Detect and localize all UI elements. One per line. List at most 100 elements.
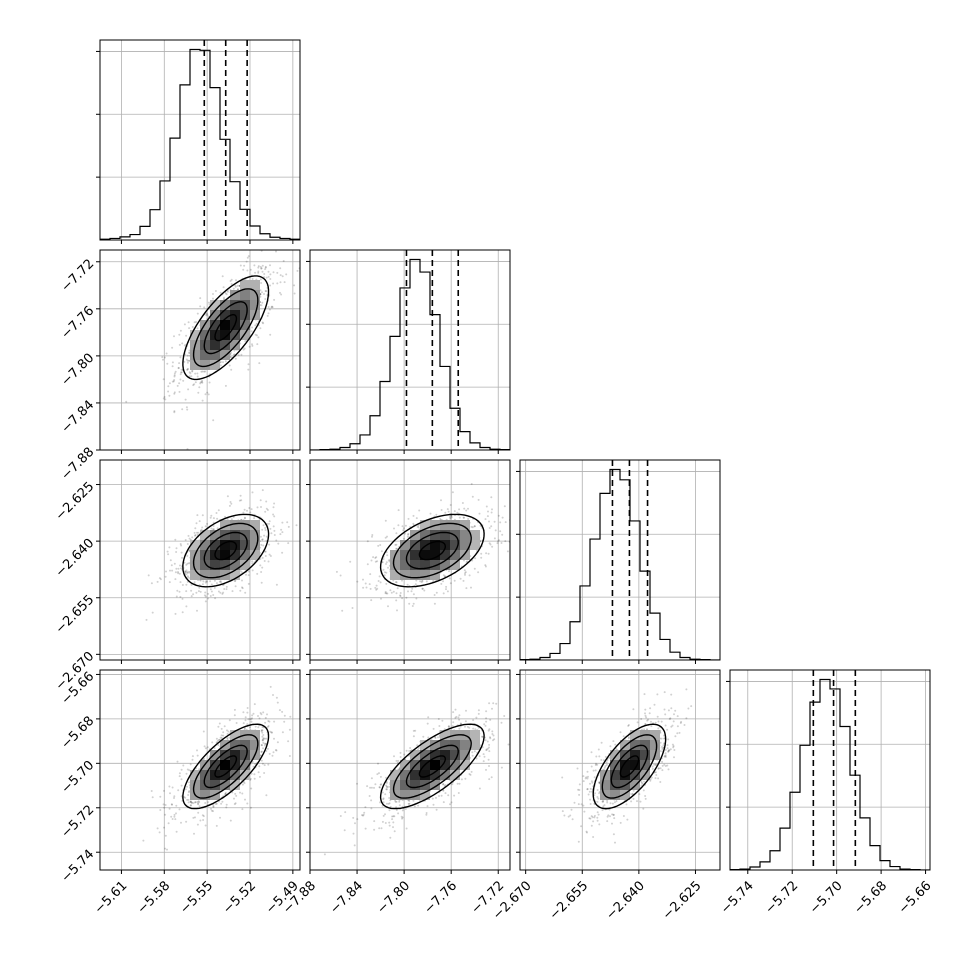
- sample-point: [399, 595, 402, 598]
- density-cell: [220, 300, 230, 310]
- sample-point: [241, 783, 244, 786]
- sample-point: [198, 586, 201, 589]
- sample-point: [217, 744, 220, 747]
- sample-point: [450, 516, 453, 519]
- sample-point: [219, 816, 221, 819]
- density-cell: [210, 350, 220, 360]
- sample-point: [207, 597, 210, 600]
- sample-point: [449, 582, 452, 585]
- histogram-step: [310, 258, 510, 450]
- sample-point: [465, 509, 468, 512]
- sample-point: [423, 589, 426, 592]
- sample-point: [263, 764, 266, 767]
- sample-point: [229, 356, 232, 359]
- sample-point: [186, 359, 189, 362]
- sample-point: [251, 343, 253, 346]
- sample-point: [228, 719, 231, 722]
- sample-point: [173, 391, 176, 394]
- density-cell: [200, 360, 210, 370]
- sample-point: [279, 274, 282, 277]
- sample-point: [388, 797, 391, 799]
- sample-point: [679, 722, 682, 724]
- sample-point: [415, 597, 418, 600]
- grid-lines: [309, 670, 510, 870]
- sample-point: [438, 725, 441, 727]
- sample-point: [393, 755, 395, 758]
- sample-point: [395, 547, 398, 550]
- density-cell: [450, 550, 460, 560]
- sample-point: [369, 786, 372, 789]
- sample-point: [431, 797, 434, 800]
- sample-point: [251, 491, 254, 494]
- sample-point: [261, 528, 264, 531]
- sample-point: [246, 269, 249, 272]
- sample-point: [182, 764, 185, 767]
- sample-point: [408, 802, 411, 805]
- density-cell: [460, 530, 470, 540]
- density-cell: [250, 530, 260, 540]
- sample-point: [392, 826, 394, 829]
- sample-point: [196, 312, 199, 315]
- sample-point: [404, 524, 407, 527]
- sample-point: [276, 741, 279, 744]
- sample-point: [385, 785, 388, 788]
- sample-point: [385, 571, 388, 574]
- sample-point: [262, 322, 265, 325]
- density-cell: [240, 280, 250, 290]
- sample-point: [225, 806, 228, 809]
- sample-point: [458, 727, 461, 730]
- sample-point: [270, 731, 273, 734]
- density-cell: [460, 550, 470, 560]
- sample-point: [480, 552, 483, 555]
- density-cell: [390, 780, 400, 790]
- panel-frame: [519, 459, 721, 661]
- sample-point: [261, 538, 264, 541]
- density-cell: [430, 770, 440, 780]
- sample-point: [385, 561, 388, 564]
- sample-point: [195, 321, 198, 323]
- histogram-panel-3: [726, 669, 931, 874]
- density-cell: [430, 570, 440, 580]
- sample-point: [260, 729, 263, 732]
- sample-point: [187, 570, 190, 573]
- sample-point: [491, 707, 493, 710]
- sample-point: [202, 815, 205, 818]
- sample-point: [186, 354, 189, 357]
- sample-point: [379, 581, 382, 584]
- sample-point: [482, 760, 485, 763]
- sample-point: [163, 806, 166, 809]
- sample-point: [156, 827, 159, 830]
- sample-point: [224, 515, 226, 518]
- sample-point: [173, 813, 176, 816]
- sample-point: [184, 398, 187, 401]
- density-cell: [250, 550, 260, 560]
- sample-point: [383, 574, 386, 577]
- histogram-step: [730, 678, 930, 870]
- sample-point: [186, 368, 189, 371]
- sample-point: [447, 725, 450, 728]
- sample-point: [366, 540, 369, 543]
- sample-point: [456, 511, 459, 514]
- sample-point: [260, 571, 263, 573]
- sample-point: [206, 391, 209, 394]
- sample-point: [270, 306, 273, 309]
- sample-point: [421, 587, 424, 590]
- sample-point: [201, 381, 204, 384]
- sample-point: [215, 512, 218, 514]
- sample-point: [234, 579, 237, 582]
- sample-point: [196, 801, 199, 803]
- sample-point: [276, 701, 279, 704]
- sample-point: [241, 792, 244, 795]
- sample-point: [210, 583, 213, 586]
- density-cell: [440, 740, 450, 750]
- sample-point: [228, 364, 231, 367]
- sample-point: [264, 721, 267, 724]
- sample-point: [269, 555, 272, 557]
- sample-point: [173, 410, 176, 413]
- sample-point: [281, 531, 284, 534]
- density-cell: [210, 780, 220, 790]
- sample-point: [258, 362, 261, 365]
- sample-point: [173, 797, 175, 799]
- sample-point: [378, 772, 380, 775]
- sample-point: [504, 540, 507, 543]
